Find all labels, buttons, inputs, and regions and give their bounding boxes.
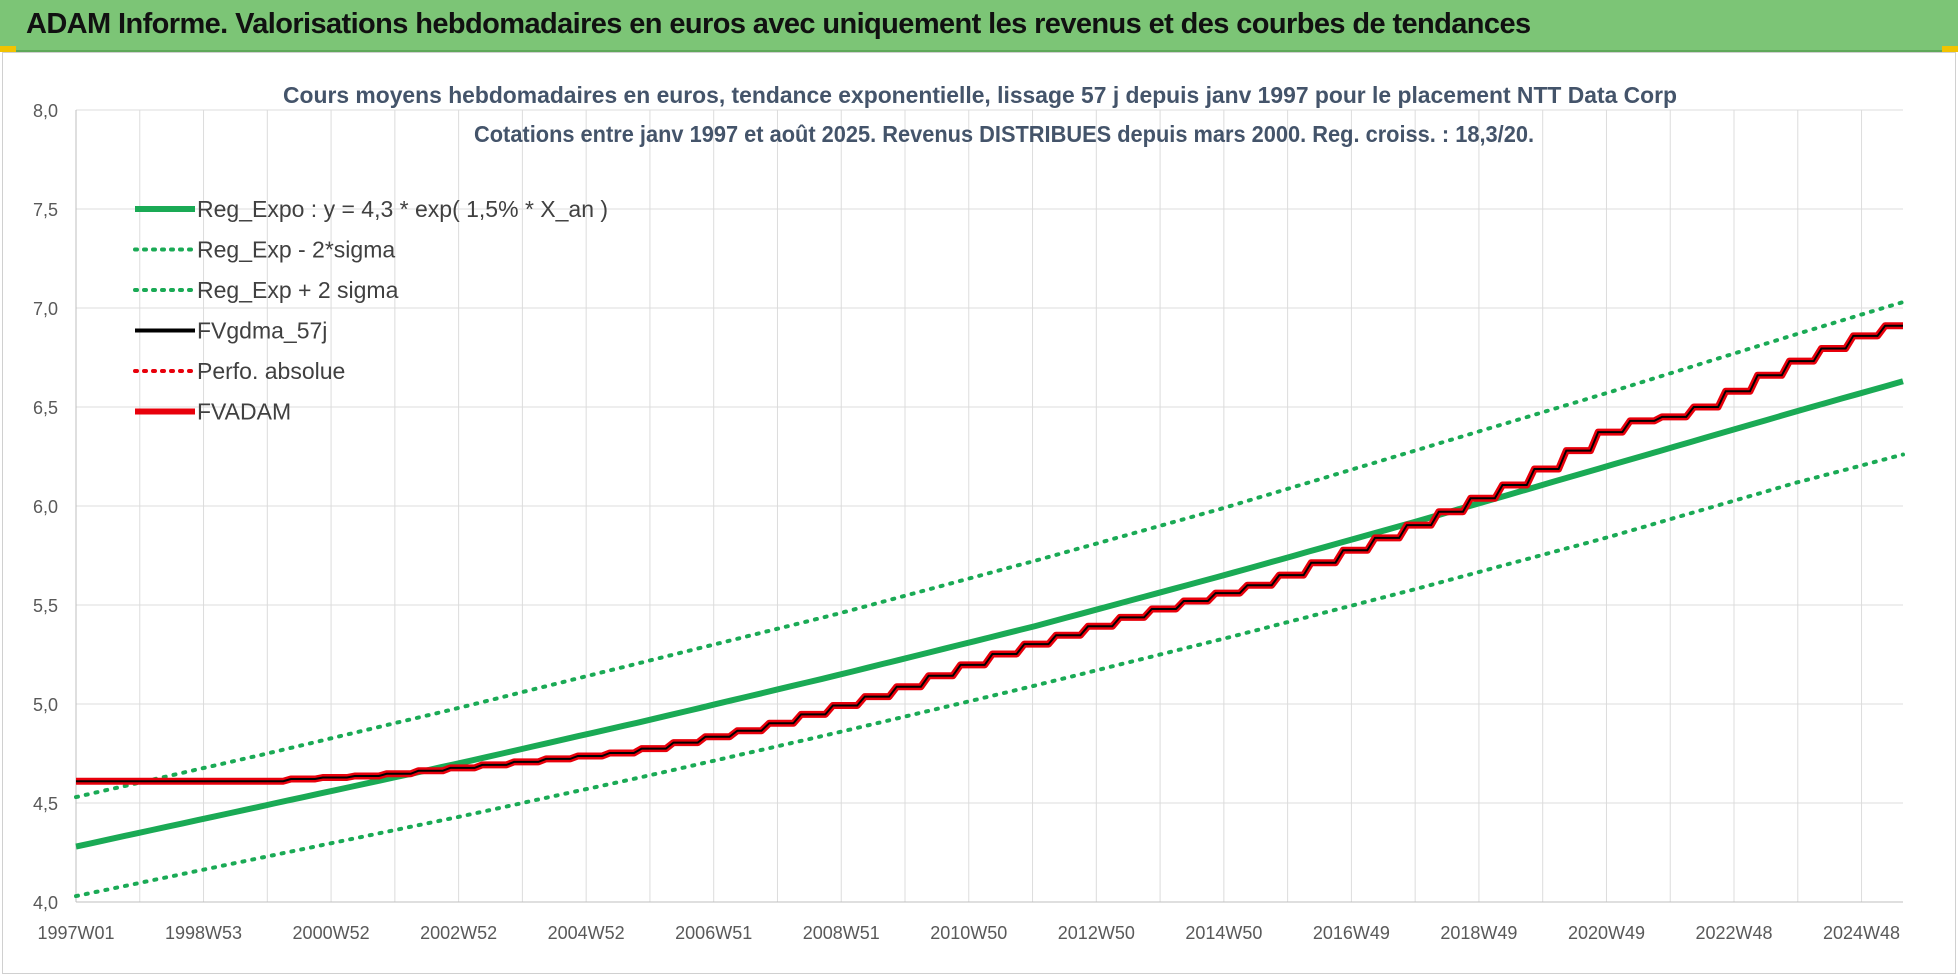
x-tick-label: 2010W50 <box>930 923 1007 943</box>
grid <box>75 109 1903 903</box>
x-tick-label: 2004W52 <box>548 923 625 943</box>
x-axis-ticks: 1997W01 1998W53 2000W52 2002W52 2004W52 2006W… <box>37 923 1900 943</box>
x-tick-label: 2014W50 <box>1185 923 1262 943</box>
y-tick-label: 7,0 <box>33 299 58 319</box>
legend-label: Reg_Exp + 2 sigma <box>197 277 399 303</box>
x-tick-label: 1998W53 <box>165 923 242 943</box>
series-fvadam <box>76 322 1903 785</box>
y-tick-label: 4,0 <box>33 893 58 913</box>
x-tick-label: 2000W52 <box>293 923 370 943</box>
x-tick-label: 2016W49 <box>1313 923 1390 943</box>
corner-mark-left <box>0 46 16 52</box>
legend-label: Perfo. absolue <box>197 358 345 384</box>
y-tick-label: 7,5 <box>33 200 58 220</box>
series-reg-exp-plus-2sigma <box>74 300 1905 800</box>
y-tick-label: 6,5 <box>33 398 58 418</box>
header-banner: ADAM Informe. Valorisations hebdomadaire… <box>0 0 1958 52</box>
legend-label: FVADAM <box>197 399 291 425</box>
chart-frame <box>2 52 1956 974</box>
x-tick-label: 2020W49 <box>1568 923 1645 943</box>
x-tick-label: 2022W48 <box>1695 923 1772 943</box>
y-tick-label: 6,0 <box>33 497 58 517</box>
y-tick-label: 5,0 <box>33 695 58 715</box>
y-tick-label: 8,0 <box>33 101 58 121</box>
y-axis-ticks: 4,0 4,5 5,0 5,5 6,0 6,5 7,0 7,5 8,0 <box>33 101 58 913</box>
series-reg-expo <box>75 378 1904 850</box>
series-fvgdma-57j <box>76 324 1903 783</box>
x-tick-label: 2002W52 <box>420 923 497 943</box>
x-tick-label: 2008W51 <box>803 923 880 943</box>
x-tick-label: 1997W01 <box>37 923 114 943</box>
y-tick-label: 4,5 <box>33 794 58 814</box>
chart-subtitle: Cotations entre janv 1997 et août 2025. … <box>474 121 1534 147</box>
y-tick-label: 5,5 <box>33 596 58 616</box>
series-reg-exp-minus-2sigma <box>74 452 1905 899</box>
series-lines <box>74 300 1905 899</box>
legend-label: FVgdma_57j <box>197 318 327 344</box>
page-title: ADAM Informe. Valorisations hebdomadaire… <box>26 8 1531 40</box>
x-tick-label: 2018W49 <box>1440 923 1517 943</box>
corner-mark-right <box>1942 46 1958 52</box>
x-tick-label: 2012W50 <box>1058 923 1135 943</box>
chart-title: Cours moyens hebdomadaires en euros, ten… <box>283 82 1677 108</box>
legend-label: Reg_Exp - 2*sigma <box>197 237 395 263</box>
legend-label: Reg_Expo : y = 4,3 * exp( 1,5% * X_an ) <box>197 196 608 222</box>
x-tick-label: 2006W51 <box>675 923 752 943</box>
x-tick-label: 2024W48 <box>1823 923 1900 943</box>
legend: Reg_Expo : y = 4,3 * exp( 1,5% * X_an ) R… <box>133 196 608 425</box>
